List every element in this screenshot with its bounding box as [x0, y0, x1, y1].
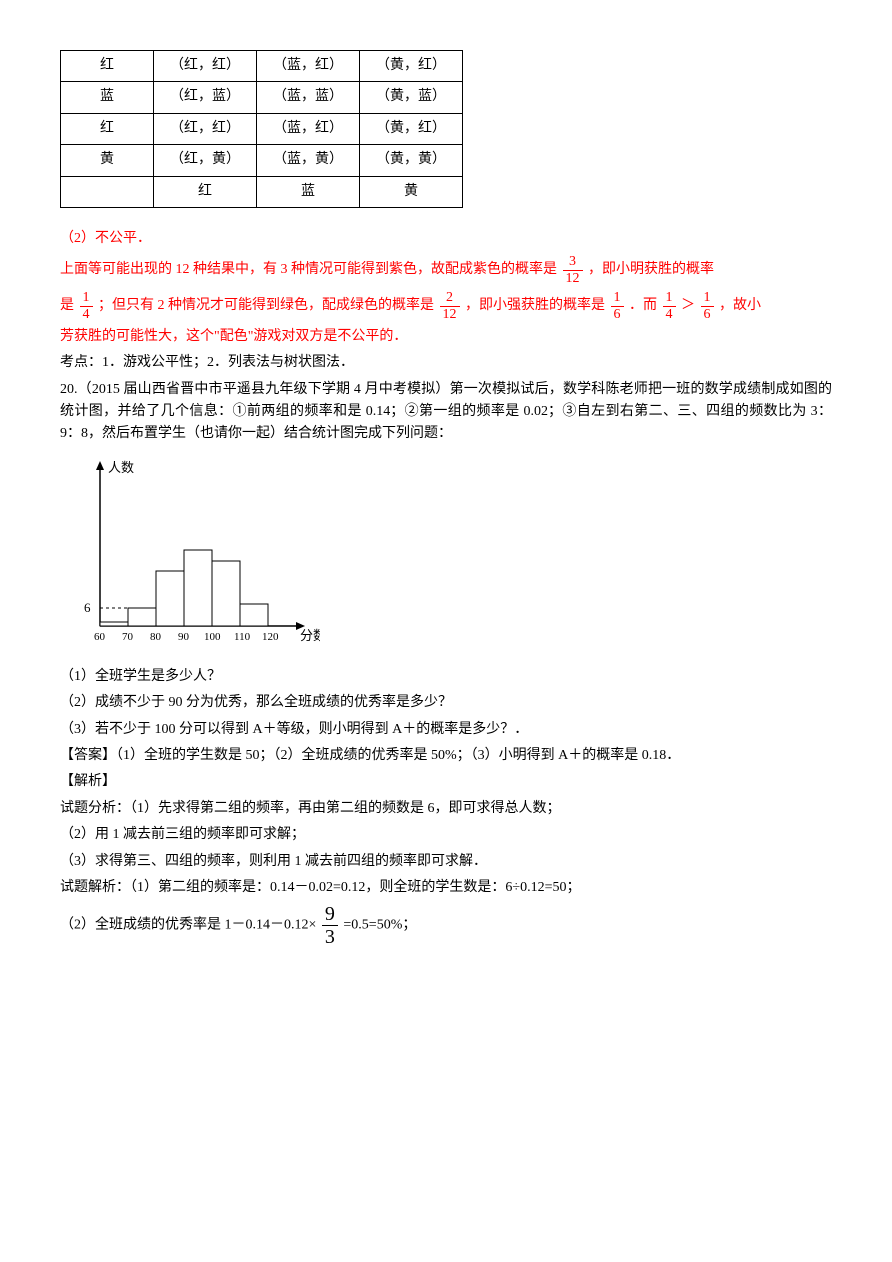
- table-cell: [61, 176, 154, 207]
- text-segment: ＞: [681, 298, 695, 313]
- fraction-1-6: 1 6: [611, 290, 624, 322]
- table-row: 红 （红，红） （蓝，红） （黄，红）: [61, 113, 463, 144]
- x-tick: 90: [178, 631, 190, 643]
- histogram-svg: 人数 分数 6 60 70 80 90 100 110 120: [60, 456, 320, 656]
- fraction-3-12: 3 12: [563, 254, 583, 286]
- answer-2-explanation: 上面等可能出现的 12 种结果中，有 3 种情况可能得到紫色，故配成紫色的概率是…: [60, 254, 832, 286]
- color-combination-table: 红 （红，红） （蓝，红） （黄，红） 蓝 （红，蓝） （蓝，蓝） （黄，蓝） …: [60, 50, 463, 208]
- text-segment: （2）全班成绩的优秀率是 1－0.14－0.12×: [60, 918, 316, 933]
- y-tick-6: 6: [84, 600, 91, 615]
- table-cell: （红，红）: [154, 113, 257, 144]
- fraction-1-6-b: 1 6: [701, 290, 714, 322]
- solution-1: 试题解析：（1）第二组的频率是：0.14－0.02=0.12，则全班的学生数是：…: [60, 877, 832, 899]
- x-tick: 120: [262, 631, 279, 643]
- text-segment: =0.5=50%；: [343, 918, 416, 933]
- y-axis-label: 人数: [108, 460, 134, 475]
- analysis-2: （2）用 1 减去前三组的频率即可求解；: [60, 824, 832, 846]
- fraction-1-4: 1 4: [80, 290, 93, 322]
- table-cell: （蓝，红）: [257, 51, 360, 82]
- answer-2-line2: 是 1 4 ；但只有 2 种情况才可能得到绿色，配成绿色的概率是 2 12 ，即…: [60, 290, 832, 322]
- table-row: 红 （红，红） （蓝，红） （黄，红）: [61, 51, 463, 82]
- table-cell: （红，黄）: [154, 145, 257, 176]
- question-1: （1）全班学生是多少人？: [60, 666, 832, 688]
- table-cell: （黄，蓝）: [360, 82, 463, 113]
- table-cell: 红: [154, 176, 257, 207]
- table-cell: （黄，红）: [360, 51, 463, 82]
- text-segment: 上面等可能出现的 12 种结果中，有 3 种情况可能得到紫色，故配成紫色的概率是: [60, 262, 557, 277]
- table-cell: （红，红）: [154, 51, 257, 82]
- table-cell: 红: [61, 113, 154, 144]
- table-row: 蓝 （红，蓝） （蓝，蓝） （黄，蓝）: [61, 82, 463, 113]
- table-cell: 红: [61, 51, 154, 82]
- x-tick: 80: [150, 631, 162, 643]
- analysis-1: 试题分析：（1）先求得第二组的频率，再由第二组的频数是 6，即可求得总人数；: [60, 798, 832, 820]
- answer-2-title: （2）不公平．: [60, 228, 832, 250]
- text-segment: ，即小强获胜的概率是: [465, 298, 605, 313]
- table-cell: （红，蓝）: [154, 82, 257, 113]
- answer-summary: 【答案】（1）全班的学生数是 50；（2）全班成绩的优秀率是 50%；（3）小明…: [60, 745, 832, 767]
- question-2: （2）成绩不少于 90 分为优秀，那么全班成绩的优秀率是多少？: [60, 692, 832, 714]
- solution-2: （2）全班成绩的优秀率是 1－0.14－0.12× 9 3 =0.5=50%；: [60, 903, 832, 948]
- x-tick: 60: [94, 631, 106, 643]
- table-cell: （蓝，蓝）: [257, 82, 360, 113]
- text-segment: ；但只有 2 种情况才可能得到绿色，配成绿色的概率是: [98, 298, 434, 313]
- table-cell: （蓝，黄）: [257, 145, 360, 176]
- table-cell: （蓝，红）: [257, 113, 360, 144]
- histogram-chart: 人数 分数 6 60 70 80 90 100 110 120: [60, 456, 832, 656]
- question-20-source: 20.（2015 届山西省晋中市平遥县九年级下学期 4 月中考模拟）第一次模拟试…: [60, 379, 832, 446]
- text-segment: ，故小: [719, 298, 761, 313]
- table-cell: （黄，红）: [360, 113, 463, 144]
- fraction-9-3: 9 3: [322, 903, 338, 948]
- table-row: 红 蓝 黄: [61, 176, 463, 207]
- table-cell: 黄: [61, 145, 154, 176]
- question-3: （3）若不少于 100 分可以得到 A＋等级，则小明得到 A＋的概率是多少？．: [60, 719, 832, 741]
- table-cell: （黄，黄）: [360, 145, 463, 176]
- analysis-3: （3）求得第三、四组的频率，则利用 1 减去前四组的频率即可求解．: [60, 851, 832, 873]
- jiexi-label: 【解析】: [60, 771, 832, 793]
- table-cell: 蓝: [257, 176, 360, 207]
- answer-2-line3: 芳获胜的可能性大，这个"配色"游戏对双方是不公平的．: [60, 326, 832, 348]
- text-segment: ．而: [629, 298, 657, 313]
- table-cell: 黄: [360, 176, 463, 207]
- text-segment: 是: [60, 298, 74, 313]
- x-axis-label: 分数: [300, 628, 320, 643]
- text-segment: ，即小明获胜的概率: [588, 262, 714, 277]
- table-row: 黄 （红，黄） （蓝，黄） （黄，黄）: [61, 145, 463, 176]
- fraction-2-12: 2 12: [440, 290, 460, 322]
- kaodian: 考点：1．游戏公平性；2．列表法与树状图法．: [60, 352, 832, 374]
- x-tick: 110: [234, 631, 251, 643]
- table-cell: 蓝: [61, 82, 154, 113]
- x-tick: 100: [204, 631, 221, 643]
- fraction-1-4-b: 1 4: [663, 290, 676, 322]
- x-tick: 70: [122, 631, 134, 643]
